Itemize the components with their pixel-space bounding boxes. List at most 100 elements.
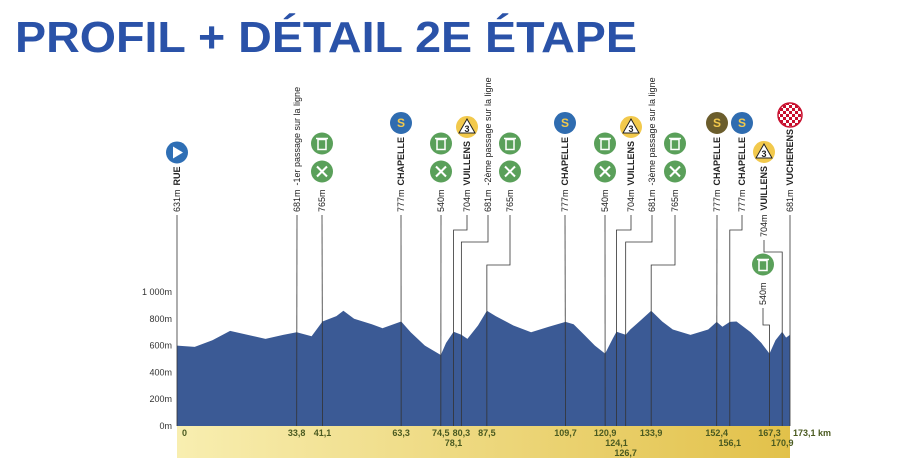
icon-glyph <box>317 138 327 151</box>
icon-text: S <box>561 116 569 130</box>
waypoint-altitude: 631m <box>172 189 182 212</box>
waypoint-altitude: 777m <box>737 189 747 212</box>
x-tick-label: 133,9 <box>640 428 663 438</box>
waypoint-altitude: 704m <box>626 189 636 212</box>
waypoint-line <box>729 215 743 426</box>
icon-circle <box>594 132 616 155</box>
icon-glyph <box>600 138 610 151</box>
waypoint-altitude: 704m <box>759 214 769 237</box>
x-tick-label: 41,1 <box>314 428 332 438</box>
waypoint-label: 540m <box>758 282 768 305</box>
x-tick-label: 63,3 <box>392 428 410 438</box>
y-tick-label: 400m <box>149 367 172 377</box>
icon-climb: 3 <box>620 115 642 138</box>
icon-trash <box>664 132 686 155</box>
icon-text: 3 <box>628 124 633 134</box>
x-tick-label: 80,3 <box>453 428 471 438</box>
icon-food <box>499 160 521 183</box>
waypoint-label: 540m <box>600 189 610 212</box>
icon-sprint: S <box>390 111 412 134</box>
icon-sprint: S <box>731 111 753 134</box>
y-tick-label: 200m <box>149 394 172 404</box>
waypoint-label: 681m -3ème passage sur la ligne <box>647 77 657 212</box>
x-tick-label: 0 <box>182 428 187 438</box>
icon-circle <box>554 111 576 134</box>
icon-circle <box>390 111 412 134</box>
x-tick-label: 156,1 <box>719 438 742 448</box>
x-tick-label: 78,1 <box>445 438 463 448</box>
icon-glyph <box>670 138 680 151</box>
icon-circle <box>430 132 452 155</box>
icon-text: S <box>713 116 721 130</box>
waypoint-altitude: 681m <box>785 189 795 212</box>
icon-glyph <box>504 165 516 178</box>
icon-text: S <box>738 116 746 130</box>
icon-glyph <box>758 259 768 272</box>
icon-finish <box>777 102 803 128</box>
x-tick-label: 124,1 <box>605 438 628 448</box>
icon-text: 3 <box>761 149 766 159</box>
icon-glyph <box>316 165 328 178</box>
x-tick-label: 109,7 <box>554 428 577 438</box>
icon-glyph <box>669 165 681 178</box>
waypoint-altitude: 777m <box>396 189 406 212</box>
icon-sprint: S <box>706 111 728 134</box>
y-tick-label: 1 000m <box>142 287 172 297</box>
icon-circle <box>499 132 521 155</box>
waypoint-line <box>321 214 323 427</box>
waypoint-label: 681m -1er passage sur la ligne <box>292 87 302 212</box>
waypoint-altitude: 765m <box>505 189 515 212</box>
waypoint-altitude: 777m <box>712 189 722 212</box>
waypoint-line <box>486 215 511 426</box>
waypoint-name: CHAPELLE <box>712 137 722 186</box>
waypoint-name: VUILLENS <box>759 166 769 211</box>
x-tick-label: 167,3 <box>758 428 781 438</box>
waypoint-name: VUILLENS <box>626 141 636 186</box>
icon-glyph <box>173 146 183 159</box>
chart-title: PROFIL + DÉTAIL 2E ÉTAPE <box>15 12 637 62</box>
icon-sprint: S <box>554 111 576 134</box>
waypoint-label: 631m RUE <box>172 166 182 212</box>
waypoint-label: 540m <box>436 189 446 212</box>
icon-text: 3 <box>464 124 469 134</box>
waypoint-label: 704m VUILLENS <box>759 166 769 237</box>
icon-glyph <box>505 138 515 151</box>
waypoint-name: CHAPELLE <box>560 137 570 186</box>
icon-text: S <box>397 116 405 130</box>
icon-glyph <box>622 117 640 134</box>
icon-circle <box>777 102 803 128</box>
waypoint-label: 777m CHAPELLE <box>712 137 722 212</box>
icon-food <box>311 160 333 183</box>
waypoint-label: 765m <box>505 189 515 212</box>
elevation-area <box>177 310 790 426</box>
waypoint-altitude: 765m <box>317 189 327 212</box>
icon-climb: 3 <box>456 115 478 138</box>
icon-food <box>594 160 616 183</box>
icon-circle <box>706 111 728 134</box>
waypoint-name: VUCHERENS <box>785 129 795 186</box>
icon-glyph <box>755 142 773 159</box>
waypoint-label: 777m CHAPELLE <box>560 137 570 212</box>
waypoint-label: 704m VUILLENS <box>462 141 472 212</box>
icon-climb: 3 <box>753 140 775 163</box>
waypoint-line <box>460 215 489 426</box>
icon-trash <box>594 132 616 155</box>
waypoint-label: 681m VUCHERENS <box>785 129 795 212</box>
waypoint-name: -3ème passage sur la ligne <box>647 77 657 185</box>
x-tick-label: 170,9 <box>771 438 794 448</box>
waypoint-altitude: 540m <box>436 189 446 212</box>
waypoint-altitude: 540m <box>758 282 768 305</box>
waypoint-name: CHAPELLE <box>396 137 406 186</box>
x-tick-label: 126,7 <box>614 448 637 458</box>
y-tick-label: 600m <box>149 341 172 351</box>
waypoint-altitude: 681m <box>292 189 302 212</box>
y-tick-label: 0m <box>159 421 172 431</box>
icon-food <box>430 160 452 183</box>
x-tick-label: 33,8 <box>288 428 306 438</box>
x-tick-label: 120,9 <box>594 428 617 438</box>
icon-trash <box>499 132 521 155</box>
x-tick-label: 74,5 <box>432 428 450 438</box>
icon-start <box>166 141 188 164</box>
icon-trash <box>430 132 452 155</box>
